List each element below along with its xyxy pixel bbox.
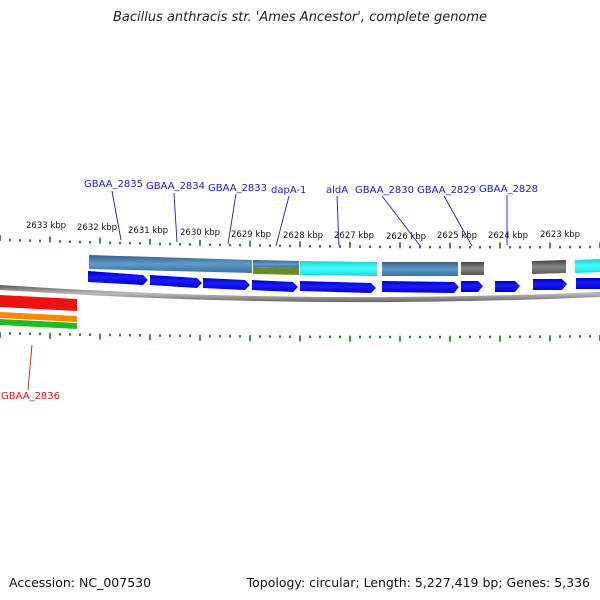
gene-label-gbaa-2834: GBAA_2834 — [146, 181, 205, 192]
top-tick-ring — [0, 235, 600, 249]
cds-arrow-1 — [88, 271, 148, 285]
map-title: Bacillus anthracis str. 'Ames Ancestor',… — [112, 10, 488, 25]
gene-label-alda: aldA — [326, 185, 348, 196]
genome-summary-text: Topology: circular; Length: 5,227,419 bp… — [246, 575, 590, 590]
leader-dapa-1 — [275, 195, 290, 247]
gene-block-gbaa-2828 — [532, 260, 566, 274]
feature-band-lower-left — [0, 295, 77, 329]
gene-block-gbaa-2830 — [382, 262, 458, 276]
leader-gbaa-2833 — [227, 193, 237, 245]
gene-block-alda — [300, 261, 377, 276]
leader-alda — [336, 195, 340, 247]
cds-arrow-5 — [300, 281, 376, 293]
leader-gbaa-2834 — [173, 192, 178, 243]
cds-arrow-6 — [382, 281, 459, 293]
cds-arrow-3 — [203, 278, 250, 290]
gene-label-gbaa-2836: GBAA_2836 — [1, 391, 60, 402]
gene-block-edge — [575, 259, 600, 273]
bottom-tick-ring — [0, 332, 600, 342]
leader-gbaa-2835 — [111, 190, 122, 241]
leader-gbaa-2830 — [381, 195, 422, 248]
cds-arrow-track — [88, 271, 600, 293]
gene-label-gbaa-2829: GBAA_2829 — [417, 185, 476, 196]
tick-label: 2627 kbp — [334, 231, 374, 241]
cds-arrow-9 — [533, 279, 567, 290]
tick-label: 2625 kbp — [437, 231, 477, 241]
leader-gbaa-2836 — [27, 344, 33, 391]
tick-label: 2624 kbp — [488, 231, 528, 241]
tick-label: 2623 kbp — [540, 230, 580, 240]
cds-arrow-8 — [495, 281, 520, 292]
cds-arrow-4 — [252, 280, 298, 292]
gene-labels-top: GBAA_2835 GBAA_2834 GBAA_2833 dapA-1 ald… — [84, 179, 538, 196]
gene-label-gbaa-2833: GBAA_2833 — [208, 183, 267, 194]
leader-gbaa-2829 — [443, 195, 473, 247]
gene-block-green — [0, 319, 77, 329]
gene-label-gbaa-2828: GBAA_2828 — [479, 184, 538, 195]
tick-label: 2630 kbp — [180, 228, 220, 238]
gene-label-leaders — [111, 190, 508, 248]
gene-label-gbaa-2835: GBAA_2835 — [84, 179, 143, 190]
genome-backbone — [0, 285, 600, 303]
accession-text: Accession: NC_007530 — [9, 575, 152, 590]
gene-block-gbaa-2836-red — [0, 295, 77, 311]
gene-block-gbaa-2835 — [89, 255, 252, 273]
tick-label: 2626 kbp — [386, 232, 426, 242]
tick-label: 2628 kbp — [283, 231, 323, 241]
gene-block-dapa-1 — [253, 267, 299, 275]
tick-label: 2629 kbp — [231, 230, 271, 240]
gene-block-orange — [0, 312, 77, 322]
cds-arrow-2 — [150, 275, 202, 288]
tick-label: 2631 kbp — [128, 226, 168, 236]
tick-labels: 2633 kbp 2632 kbp 2631 kbp 2630 kbp 2629… — [26, 221, 580, 242]
cds-arrow-10 — [576, 278, 600, 289]
gene-label-gbaa-2830: GBAA_2830 — [355, 185, 414, 196]
cds-arrow-7 — [461, 281, 483, 292]
feature-band-upper — [89, 255, 600, 276]
tick-label: 2632 kbp — [77, 223, 117, 233]
gene-label-dapa-1: dapA-1 — [271, 185, 306, 196]
tick-label: 2633 kbp — [26, 221, 66, 231]
gene-block-gbaa-2833 — [253, 260, 299, 268]
gene-block-gbaa-2829 — [461, 262, 484, 275]
